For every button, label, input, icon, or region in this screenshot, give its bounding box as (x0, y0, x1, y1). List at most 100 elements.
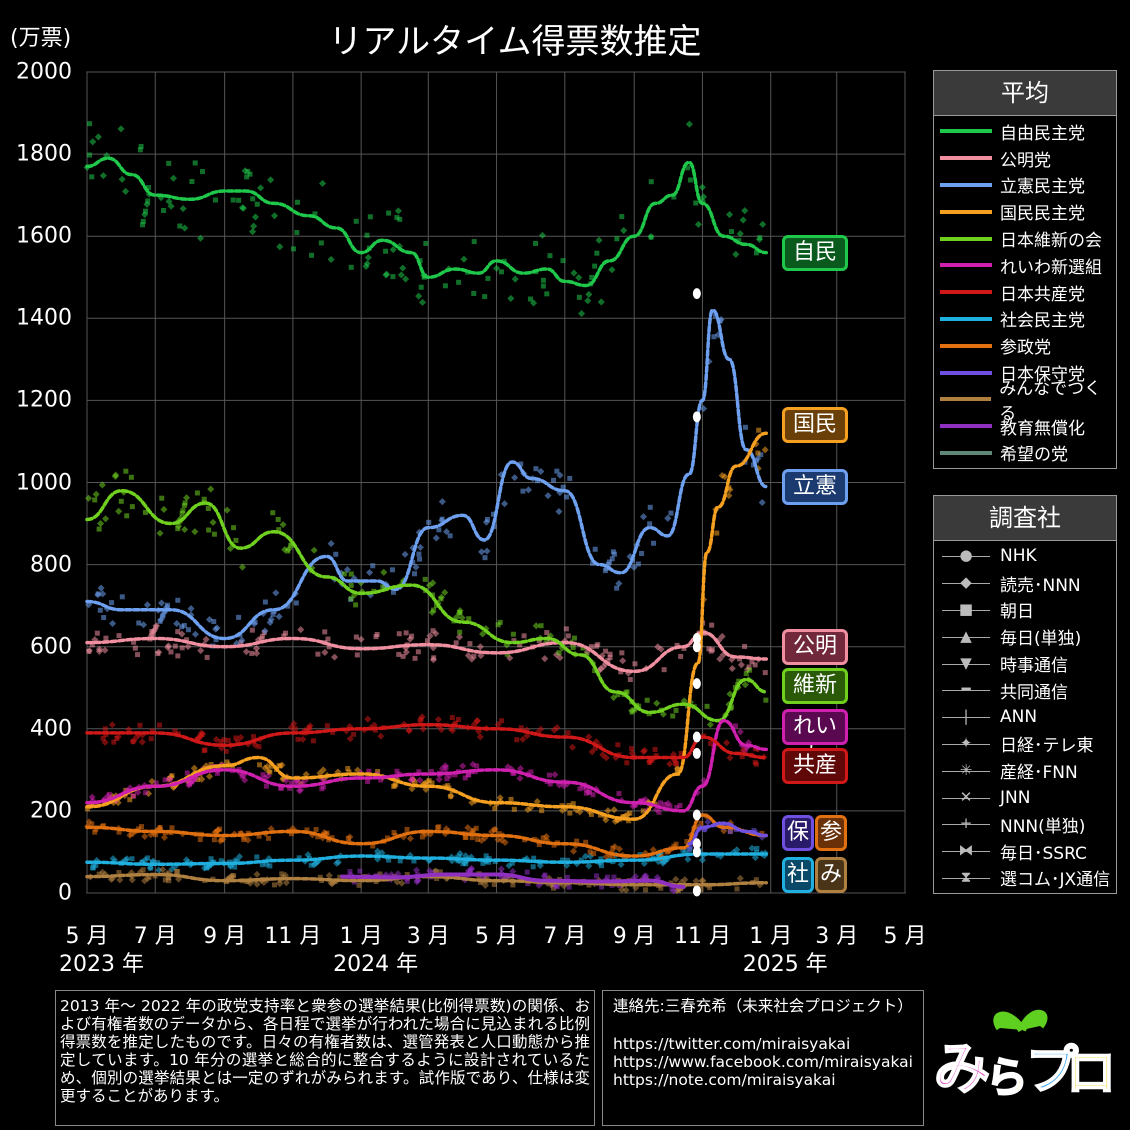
x-tick-label: 5 月 (883, 924, 927, 949)
survey-point (609, 556, 615, 562)
contact-link-twitter[interactable]: https://twitter.com/miraisyakai (613, 1035, 851, 1053)
survey-point (743, 671, 749, 677)
survey-point (698, 856, 707, 864)
survey-point (254, 854, 260, 860)
survey-point (95, 645, 103, 653)
survey-point (751, 827, 757, 833)
survey-point (434, 715, 442, 724)
survey-point (401, 550, 409, 558)
survey-point (480, 860, 486, 866)
survey-label: 選コム･JX通信 (1000, 870, 1111, 891)
contact-link-note[interactable]: https://note.com/miraisyakai (613, 1071, 836, 1089)
survey-point (447, 533, 453, 539)
legend-swatch (940, 209, 992, 214)
survey-point (570, 801, 576, 807)
legend-item: 日本共産党 (934, 279, 1116, 306)
survey-point (308, 862, 314, 868)
survey-point (412, 780, 418, 786)
survey-point (627, 810, 633, 816)
survey-point (97, 520, 105, 528)
survey-marker-icon: ▲ (938, 627, 994, 647)
survey-point (389, 246, 397, 254)
y-tick-label: 800 (30, 552, 72, 578)
survey-point (174, 868, 180, 874)
survey-point (457, 610, 463, 616)
survey-point (464, 651, 472, 659)
survey-point (432, 534, 440, 542)
survey-point (746, 664, 752, 670)
survey-point (709, 622, 715, 628)
survey-point (470, 827, 476, 833)
survey-point (673, 841, 679, 847)
x-tick-label: 5 月 (475, 924, 519, 949)
survey-point (192, 160, 198, 166)
survey-point (247, 171, 253, 177)
survey-point (590, 792, 596, 798)
survey-point (471, 290, 477, 296)
survey-point (426, 632, 434, 640)
survey-point (624, 689, 630, 695)
survey-point (615, 742, 621, 748)
survey-point (166, 875, 172, 881)
survey-point (293, 780, 299, 786)
survey-point (597, 665, 605, 673)
survey-legend-item: | ANN (934, 704, 1116, 731)
survey-point (232, 864, 238, 870)
survey-point (109, 600, 115, 606)
survey-point (182, 500, 188, 506)
survey-point (148, 736, 154, 742)
survey-point (464, 824, 472, 832)
survey-point (670, 887, 678, 895)
survey-point (256, 744, 262, 750)
survey-point (553, 724, 561, 732)
survey-point (471, 653, 477, 659)
survey-point (419, 834, 425, 840)
survey-point (419, 298, 427, 306)
contact-link-facebook[interactable]: https://www.facebook.com/miraisyakai (613, 1053, 913, 1071)
survey-point (119, 594, 125, 600)
survey-point (510, 882, 516, 888)
survey-point (585, 733, 593, 741)
legend-item: みんなでつくる (934, 379, 1116, 424)
survey-point (544, 630, 550, 636)
survey-point (737, 661, 745, 669)
survey-point (651, 540, 657, 546)
marker-glyph: ✦ (959, 733, 973, 752)
survey-point (605, 658, 611, 664)
survey-point (211, 531, 217, 537)
survey-point (189, 179, 195, 185)
survey-point (438, 596, 444, 602)
survey-point (364, 253, 372, 262)
survey-point (116, 633, 122, 639)
survey-point (230, 197, 236, 203)
survey-point (698, 820, 704, 826)
survey-point (178, 630, 186, 638)
survey-label: ANN (1000, 707, 1038, 728)
survey-label: 毎日(単独) (1000, 629, 1082, 650)
y-tick-label: 200 (30, 798, 72, 824)
survey-point (128, 876, 136, 884)
legend-label: れいわ新選組 (1000, 257, 1102, 278)
survey-point (209, 518, 217, 526)
survey-point (218, 739, 224, 745)
survey-point (348, 596, 354, 602)
survey-point (560, 258, 566, 264)
survey-point (736, 728, 744, 736)
survey-point (253, 644, 261, 653)
legend-item: 日本維新の会 (934, 225, 1116, 252)
survey-point (426, 778, 432, 784)
survey-point (345, 766, 351, 772)
survey-point (237, 733, 245, 741)
survey-point (264, 772, 272, 780)
survey-point (726, 485, 732, 491)
survey-point (282, 879, 290, 887)
survey-point (253, 649, 261, 657)
survey-point (297, 626, 305, 634)
survey-point (742, 424, 748, 430)
survey-point (482, 555, 488, 561)
survey-point (137, 722, 143, 728)
survey-point (353, 634, 359, 640)
survey-point (492, 805, 498, 811)
series-line-参政党 (85, 813, 768, 858)
